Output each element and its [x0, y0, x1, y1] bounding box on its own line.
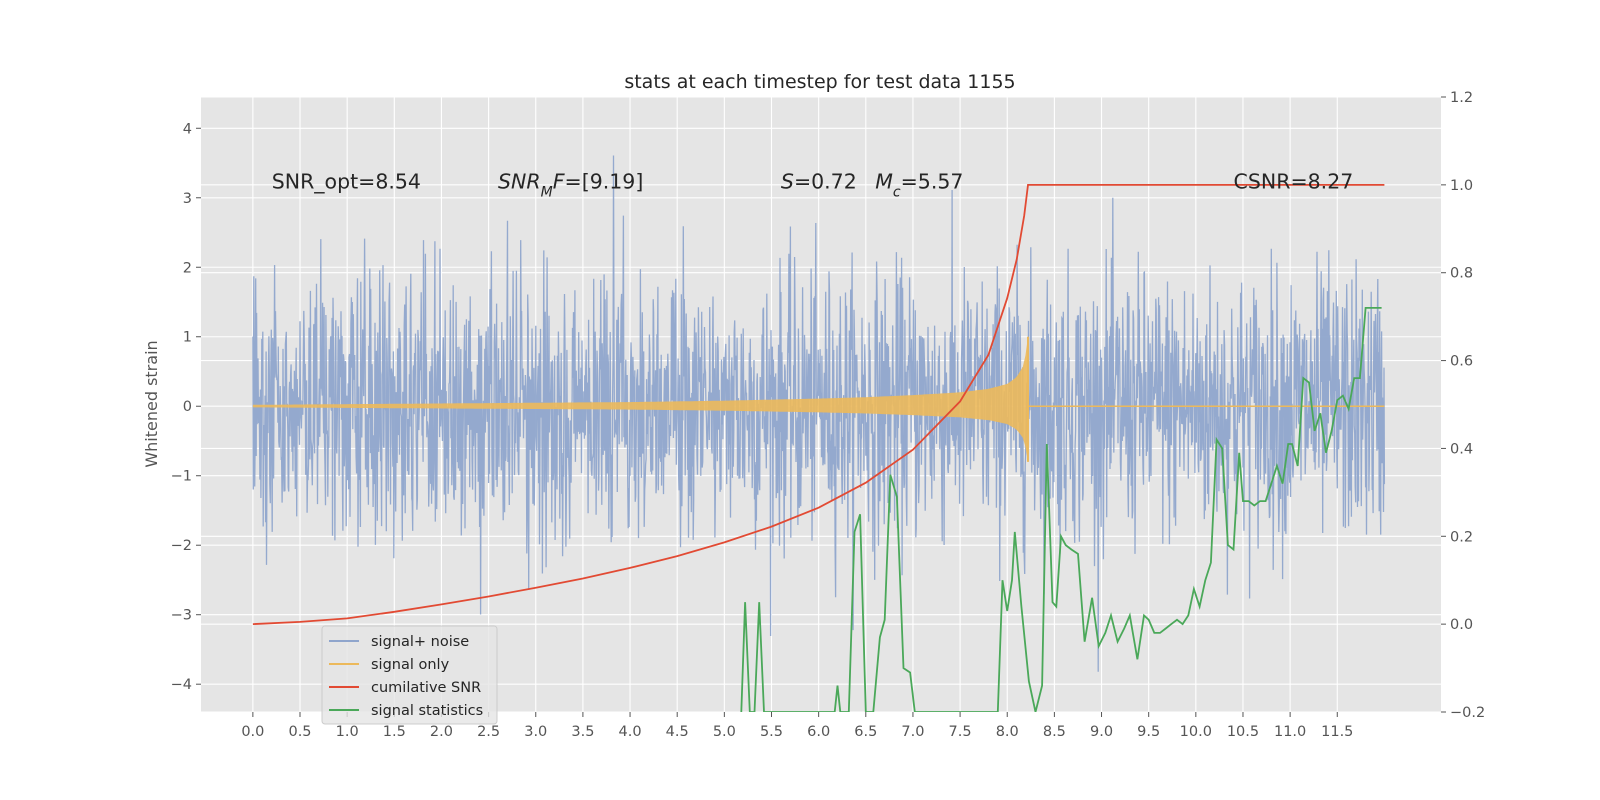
signal-statistics-series: [740, 307, 1382, 712]
y2-tick-label-7: 1.2: [1450, 90, 1473, 106]
y-tick-label-8: 4: [183, 121, 192, 137]
y-tick-label-0: −4: [171, 677, 192, 693]
signal-envelope: [252, 336, 1028, 462]
annotation-segment: CSNR=8.27: [1234, 169, 1354, 193]
x-tick-label-19: 9.5: [1137, 724, 1160, 740]
annotations: SNR_opt=8.54 SNRMF=[9.19] S=0.72 Mc=5.57 CSN…: [272, 169, 1354, 200]
x-tick-label-23: 11.5: [1321, 724, 1353, 740]
noise-line: [252, 155, 1386, 672]
annotation-segment: c: [893, 184, 901, 200]
x-tick-label-18: 9.0: [1090, 724, 1113, 740]
x-tick-label-11: 5.5: [760, 724, 783, 740]
annotation-csnr: CSNR=8.27: [1234, 169, 1354, 193]
annotation-segment: SNR: [498, 169, 541, 193]
y-tick-label-3: −1: [171, 469, 192, 485]
chart-title: stats at each timestep for test data 115…: [624, 71, 1015, 93]
x-tick-label-12: 6.0: [807, 724, 830, 740]
y2-tick-label-5: 0.8: [1450, 266, 1473, 282]
x-tick-label-13: 6.5: [854, 724, 877, 740]
tick-labels: 0.0 0.5 1.0 1.5 2.0 2.5 3.0 3.5 4.0 4.5 5.0 5.5 6.0 6…: [171, 90, 1486, 740]
signal-only-series: [252, 336, 1385, 462]
annotation-segment: =0.72: [794, 169, 857, 193]
annotation-segment: M: [541, 184, 553, 200]
annotation-segment: F: [553, 169, 566, 193]
cumulative-snr-line: [252, 184, 1385, 625]
x-tick-label-15: 7.5: [949, 724, 972, 740]
annotation-segment: S: [781, 169, 794, 193]
x-tick-label-2: 1.0: [336, 724, 359, 740]
y-tick-label-1: −3: [171, 608, 192, 624]
annotation-segment: =[9.19]: [565, 169, 644, 193]
x-tick-label-0: 0.0: [241, 724, 264, 740]
legend-box: [321, 625, 498, 725]
x-tick-label-14: 7.0: [901, 724, 924, 740]
y-tick-label-6: 2: [183, 260, 192, 276]
y2-tick-label-2: 0.2: [1450, 529, 1473, 545]
annotation-segment: M: [875, 169, 893, 193]
annotation-segment: =5.57: [901, 169, 964, 193]
legend-label-1: signal only: [371, 657, 450, 673]
annotation-snr-mf: SNRMF=[9.19]: [498, 169, 643, 200]
legend-label-3: signal statistics: [371, 703, 483, 719]
y2-tick-label-1: 0.0: [1450, 617, 1473, 633]
x-tick-label-4: 2.0: [430, 724, 453, 740]
annotation-s-value: S=0.72: [781, 169, 857, 193]
y2-tick-label-4: 0.6: [1450, 354, 1473, 370]
x-tick-label-8: 4.0: [619, 724, 642, 740]
x-tick-label-1: 0.5: [288, 724, 311, 740]
noise-series: [252, 155, 1386, 672]
x-tick-label-17: 8.5: [1043, 724, 1066, 740]
y2-tick-label-0: −0.2: [1450, 705, 1485, 721]
x-tick-label-16: 8.0: [996, 724, 1019, 740]
cumulative-snr-series: [252, 184, 1385, 625]
annotation-segment: SNR_opt=8.54: [272, 169, 421, 194]
x-tick-label-3: 1.5: [383, 724, 406, 740]
x-tick-label-21: 10.5: [1227, 724, 1259, 740]
x-tick-label-20: 10.0: [1180, 724, 1212, 740]
x-tick-label-6: 3.0: [524, 724, 547, 740]
x-tick-label-10: 5.0: [713, 724, 736, 740]
legend-label-2: cumilative SNR: [371, 680, 481, 696]
y-axis-label: Whitened strain: [142, 340, 161, 467]
y2-tick-label-3: 0.4: [1450, 441, 1473, 457]
y-tick-label-2: −2: [171, 538, 192, 554]
x-tick-label-7: 3.5: [571, 724, 594, 740]
legend-label-0: signal+ noise: [371, 634, 469, 650]
signal-statistics-line: [740, 307, 1382, 712]
annotation-mc-value: Mc=5.57: [875, 169, 963, 200]
legend: signal+ noise signal only cumilative SNR si…: [321, 625, 498, 725]
y-tick-label-4: 0: [183, 399, 192, 415]
x-tick-label-5: 2.5: [477, 724, 500, 740]
x-tick-label-22: 11.0: [1274, 724, 1306, 740]
y2-tick-label-6: 1.0: [1450, 178, 1473, 194]
x-tick-label-9: 4.5: [666, 724, 689, 740]
annotation-snr-opt: SNR_opt=8.54: [272, 169, 421, 194]
y-tick-label-5: 1: [183, 330, 192, 346]
y-tick-label-7: 3: [183, 191, 192, 207]
